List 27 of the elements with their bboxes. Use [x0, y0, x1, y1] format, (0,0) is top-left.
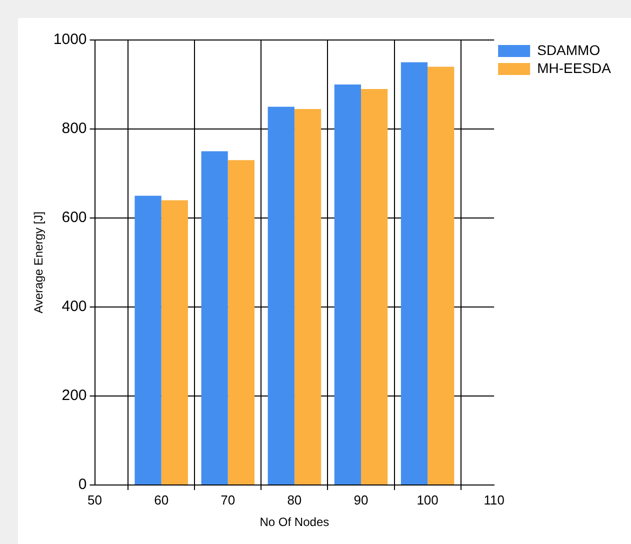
legend-label: SDAMMO: [537, 42, 600, 58]
x-tick-label: 50: [88, 492, 102, 508]
x-tick-label: 90: [354, 492, 368, 508]
bar: [201, 151, 228, 484]
y-tick-label: 400: [62, 298, 87, 316]
bar: [268, 106, 294, 484]
x-tick-label: 60: [154, 492, 169, 508]
bar: [228, 160, 255, 484]
bar: [360, 88, 388, 484]
y-tick-label: 0: [78, 476, 87, 494]
x-tick-label: 80: [287, 492, 302, 508]
bar: [428, 66, 454, 484]
y-tick-label: 800: [62, 120, 87, 138]
bar: [134, 196, 162, 484]
x-tick-label: 100: [416, 492, 438, 508]
y-tick-label: 1000: [53, 31, 87, 48]
x-axis-title: No Of Nodes: [260, 515, 330, 530]
y-axis-title: Average Energy [J]: [32, 212, 46, 314]
legend-label: MH-EESDA: [537, 60, 612, 76]
bar: [161, 200, 188, 484]
bar: [294, 108, 322, 484]
y-tick-label: 600: [62, 209, 87, 226]
bar: [334, 84, 361, 484]
bar: [400, 62, 428, 484]
x-tick-label: 110: [484, 492, 504, 508]
x-tick-label: 70: [220, 492, 236, 508]
y-tick-label: 200: [62, 387, 87, 404]
